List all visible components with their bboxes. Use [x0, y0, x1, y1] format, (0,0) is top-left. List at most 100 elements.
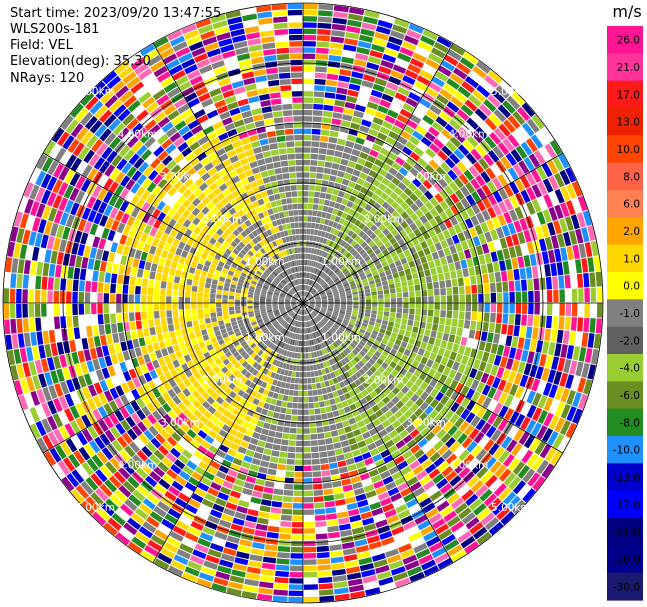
- velocity-gate: [312, 319, 317, 325]
- velocity-gate: [437, 461, 449, 473]
- velocity-gate: [310, 147, 319, 154]
- velocity-gate: [334, 355, 341, 362]
- velocity-gate: [371, 310, 377, 315]
- velocity-gate: [313, 229, 319, 236]
- velocity-gate: [442, 83, 457, 95]
- velocity-gate: [166, 296, 172, 303]
- velocity-gate: [336, 402, 344, 410]
- velocity-gate: [334, 279, 341, 284]
- velocity-gate: [404, 268, 411, 276]
- velocity-gate: [318, 263, 323, 270]
- velocity-gate: [282, 496, 293, 503]
- velocity-gate: [274, 576, 289, 584]
- velocity-gate: [340, 257, 347, 263]
- velocity-gate: [329, 468, 340, 476]
- velocity-gate: [392, 498, 405, 508]
- velocity-gate: [513, 372, 523, 385]
- velocity-gate: [457, 484, 470, 497]
- velocity-gate: [443, 247, 451, 257]
- velocity-gate: [470, 379, 480, 391]
- velocity-gate: [359, 172, 368, 180]
- velocity-gate: [475, 484, 489, 498]
- velocity-gate: [342, 267, 348, 274]
- velocity-gate: [465, 303, 472, 312]
- velocity-gate: [191, 291, 197, 298]
- velocity-gate: [128, 303, 135, 313]
- velocity-gate: [309, 301, 315, 303]
- velocity-gate: [530, 168, 542, 183]
- velocity-gate: [365, 292, 371, 297]
- velocity-gate: [191, 308, 197, 315]
- velocity-gate: [327, 309, 333, 313]
- velocity-gate: [470, 215, 480, 227]
- velocity-gate: [325, 79, 338, 87]
- velocity-gate: [357, 268, 364, 275]
- velocity-gate: [309, 305, 315, 308]
- velocity-gate: [502, 368, 511, 381]
- velocity-gate: [365, 134, 376, 143]
- velocity-gate: [241, 296, 247, 301]
- velocity-gate: [550, 329, 558, 343]
- velocity-gate: [403, 187, 413, 197]
- velocity-gate: [304, 259, 308, 266]
- velocity-gate: [288, 440, 296, 446]
- velocity-gate: [385, 460, 397, 470]
- velocity-gate: [475, 174, 486, 187]
- velocity-gate: [379, 271, 386, 278]
- velocity-gate: [342, 349, 349, 356]
- velocity-gate: [571, 288, 578, 303]
- velocity-gate: [476, 187, 487, 200]
- velocity-gate: [465, 517, 480, 530]
- velocity-gate: [318, 375, 324, 382]
- velocity-gate: [391, 386, 401, 396]
- velocity-gate: [493, 446, 505, 460]
- velocity-gate: [422, 64, 437, 75]
- velocity-gate: [461, 436, 473, 449]
- velocity-gate: [340, 325, 346, 330]
- velocity-gate: [257, 517, 269, 525]
- velocity-gate: [391, 471, 403, 481]
- velocity-gate: [390, 303, 397, 308]
- velocity-gate: [259, 581, 274, 589]
- velocity-gate: [340, 440, 350, 448]
- velocity-gate: [314, 370, 319, 377]
- velocity-gate: [333, 293, 340, 297]
- velocity-gate: [320, 309, 326, 313]
- velocity-gate: [374, 438, 384, 448]
- velocity-gate: [437, 444, 449, 456]
- velocity-gate: [452, 310, 459, 319]
- velocity-gate: [446, 515, 461, 528]
- velocity-gate: [379, 470, 391, 480]
- velocity-gate: [514, 413, 526, 428]
- velocity-gate: [493, 354, 502, 366]
- velocity-gate: [315, 527, 328, 534]
- velocity-gate: [435, 116, 448, 128]
- velocity-gate: [390, 298, 397, 303]
- velocity-gate: [410, 481, 422, 492]
- velocity-gate: [490, 303, 497, 313]
- velocity-gate: [375, 519, 388, 529]
- velocity-gate: [483, 283, 490, 293]
- velocity-gate: [423, 247, 431, 256]
- velocity-gate: [303, 59, 315, 66]
- velocity-gate: [318, 395, 324, 402]
- velocity-gate: [389, 312, 396, 318]
- velocity-gate: [312, 110, 323, 117]
- velocity-gate: [523, 434, 536, 449]
- velocity-gate: [78, 315, 86, 327]
- velocity-gate: [326, 246, 331, 253]
- velocity-gate: [330, 556, 344, 564]
- velocity-gate: [408, 413, 418, 423]
- velocity-gate: [414, 218, 423, 228]
- velocity-gate: [525, 266, 533, 279]
- velocity-gate: [445, 470, 458, 482]
- velocity-gate: [547, 430, 559, 446]
- velocity-gate: [319, 312, 325, 317]
- velocity-gate: [469, 498, 483, 511]
- velocity-gate: [497, 104, 511, 119]
- velocity-gate: [141, 286, 148, 295]
- velocity-gate: [334, 243, 340, 251]
- velocity-gate: [321, 306, 328, 308]
- velocity-gate: [323, 341, 328, 347]
- velocity-gate: [503, 472, 517, 486]
